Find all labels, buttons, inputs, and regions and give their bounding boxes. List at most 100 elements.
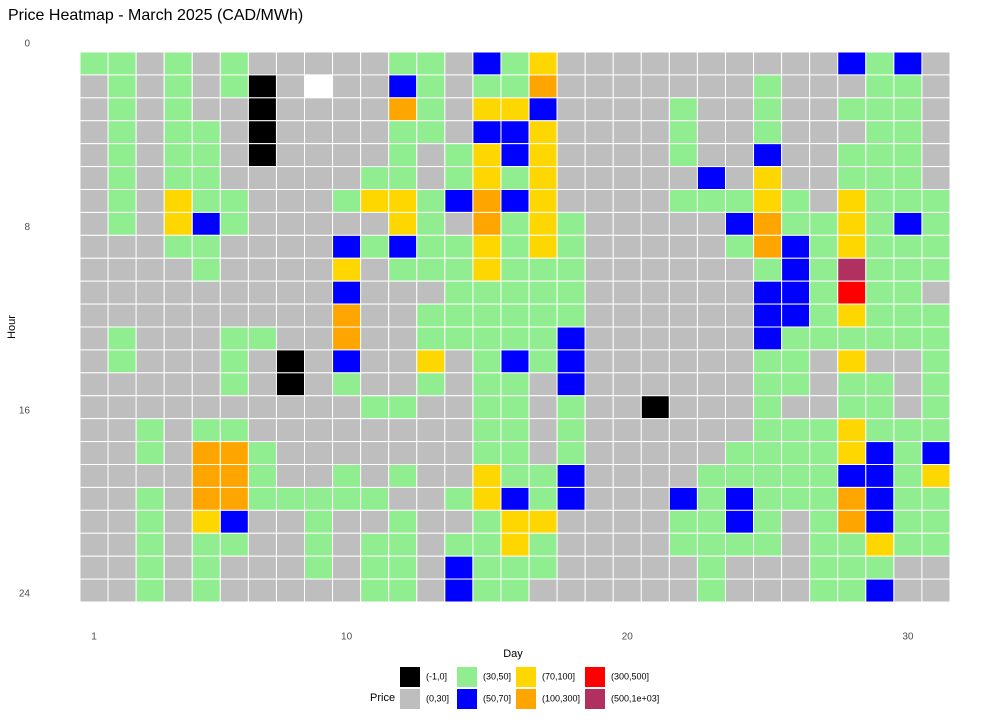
heatmap-cell [668,234,698,259]
heatmap-cell [444,349,474,374]
heatmap-cell [247,578,277,603]
heatmap-cell [163,418,193,443]
heatmap-cell [640,189,670,213]
chart-title: Price Heatmap - March 2025 (CAD/MWh) [8,7,303,24]
heatmap-cell [837,372,867,397]
heatmap-cell [556,326,586,351]
heatmap-cell [107,189,137,213]
heatmap-cell [275,441,306,466]
heatmap-cell [219,441,249,466]
heatmap-cell [79,578,109,603]
heatmap-cell [809,532,839,557]
heatmap-cell [556,303,586,328]
heatmap-cell [528,418,558,443]
heatmap-cell [416,303,446,328]
heatmap-cell [500,372,530,397]
heatmap-cell [275,555,306,580]
heatmap-cell [893,486,923,511]
heatmap-cell [584,509,614,534]
heatmap-cell [865,143,895,168]
heatmap-cell [444,120,474,145]
heatmap-cell [500,51,530,76]
heatmap-cell [500,418,530,443]
heatmap-cell [556,143,586,168]
heatmap-cell [219,326,249,351]
heatmap-cell [668,74,698,99]
heatmap-cell [640,120,670,145]
heatmap-cell [247,509,277,534]
heatmap-cell [893,97,923,122]
heatmap-cell [79,509,109,534]
heatmap-cell [865,303,895,328]
heatmap-cell [388,418,418,443]
heatmap-cell [135,509,165,534]
heatmap-cell [332,464,362,488]
heatmap-cell [416,97,446,122]
heatmap-cell [696,486,726,511]
heatmap-cell [191,441,221,466]
heatmap-cell [865,578,895,603]
heatmap-cell [332,51,362,76]
heatmap-cell [724,74,755,99]
heatmap-cell [107,395,137,420]
heatmap-cell [528,349,558,374]
heatmap-cell [921,97,951,122]
heatmap-cell [893,303,923,328]
heatmap-cell [416,395,446,420]
heatmap-cell [584,555,614,580]
heatmap-cell [500,257,530,282]
heatmap-cell [921,555,951,580]
heatmap-cell [360,97,390,122]
heatmap-cell [191,486,221,511]
heatmap-cell [247,486,277,511]
heatmap-cell [163,74,193,99]
heatmap-cell [893,326,923,351]
heatmap-cell [865,532,895,557]
heatmap-cell [275,280,306,305]
heatmap-cell [668,166,698,190]
heatmap-cell [528,441,558,466]
heatmap-cell [584,189,614,213]
heatmap-cell [191,326,221,351]
heatmap-cell [584,418,614,443]
heatmap-cell [388,234,418,259]
heatmap-cell [135,532,165,557]
heatmap-cell [163,211,193,236]
heatmap-cell [893,578,923,603]
heatmap-cell [584,234,614,259]
heatmap-cell [921,509,951,534]
heatmap-cell [753,441,783,466]
heatmap-cell [921,578,951,603]
heatmap-cell [556,97,586,122]
heatmap-cell [584,349,614,374]
heatmap-cell [584,120,614,145]
heatmap-cell [107,555,137,580]
heatmap-cell [809,326,839,351]
heatmap-cell [360,326,390,351]
heatmap-cell [500,486,530,511]
heatmap-cell [724,555,755,580]
heatmap-cell [724,326,755,351]
heatmap-cell [247,120,277,145]
heatmap-cell [556,349,586,374]
heatmap-cell [500,166,530,190]
heatmap-cell [696,509,726,534]
legend-key [585,667,605,687]
heatmap-cell [893,257,923,282]
heatmap-cell [696,280,726,305]
heatmap-cell [332,395,362,420]
heatmap-cell [865,464,895,488]
heatmap-cell [219,532,249,557]
heatmap-cell [304,143,334,168]
y-tick-label: 0 [24,39,30,50]
heatmap-cell [921,257,951,282]
heatmap-cell [724,303,755,328]
heatmap-cell [668,395,698,420]
heatmap-cell [444,532,474,557]
heatmap-cell [416,166,446,190]
heatmap-cell [107,486,137,511]
heatmap-cell [472,372,502,397]
heatmap-cell [416,257,446,282]
heatmap-cell [781,395,811,420]
heatmap-cell [781,143,811,168]
